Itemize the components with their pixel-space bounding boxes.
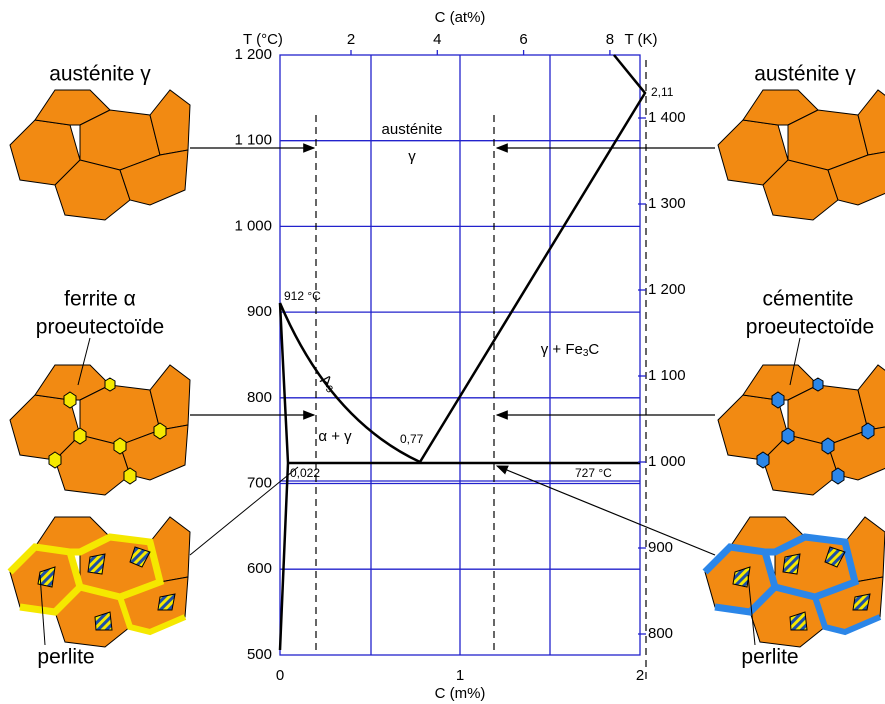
region-label: γ + Fe3C <box>541 341 600 359</box>
label: proeutectoïde <box>36 316 164 339</box>
acm-curve <box>420 55 645 462</box>
austenite-right <box>718 90 885 220</box>
y2-tick-label: 1 300 <box>648 195 686 212</box>
label: perlite <box>741 646 798 669</box>
x2-tick-label: 2 <box>347 31 355 48</box>
axis-title: C (m%) <box>435 685 486 702</box>
y2-tick-label: 900 <box>648 539 673 556</box>
region-label: austénite <box>382 121 443 138</box>
y-tick-label: 800 <box>247 389 272 406</box>
y2-tick-label: 1 400 <box>648 109 686 126</box>
x2-tick-label: 4 <box>433 31 441 48</box>
region-label: γ <box>408 148 416 165</box>
pointer <box>190 467 298 555</box>
x-tick-label: 0 <box>276 667 284 684</box>
annotation: 2,11 <box>651 85 674 99</box>
label: ferrite α <box>64 288 136 311</box>
perlite-right <box>705 517 885 647</box>
axis-title: C (at%) <box>435 9 486 26</box>
label: austénite γ <box>49 63 151 86</box>
x-tick-label: 1 <box>456 667 464 684</box>
cementite-structure <box>718 365 885 495</box>
perlite-left <box>10 517 190 647</box>
x2-tick-label: 8 <box>606 31 614 48</box>
y2-tick-label: 1 100 <box>648 367 686 384</box>
y2-tick-label: 800 <box>648 625 673 642</box>
y-tick-label: 1 000 <box>234 217 272 234</box>
region-label: C <box>588 341 599 358</box>
label: proeutectoïde <box>746 316 874 339</box>
region-label: γ + Fe <box>541 341 583 358</box>
annotation: 0,022 <box>290 466 320 480</box>
phase-diagram: austénite γ austénite γ ferrite α proeut… <box>0 0 885 704</box>
y-tick-label: 700 <box>247 474 272 491</box>
axis-title: T (K) <box>624 31 657 48</box>
y-tick-label: 1 200 <box>234 46 272 63</box>
y2-tick-label: 1 000 <box>648 453 686 470</box>
x2-tick-label: 6 <box>519 31 527 48</box>
annotation: 912 °C <box>284 289 321 303</box>
annotation: 727 °C <box>575 466 612 480</box>
y2-tick-label: 1 200 <box>648 281 686 298</box>
austenite-left <box>10 90 190 220</box>
y-tick-label: 500 <box>247 646 272 663</box>
label: cémentite <box>762 288 853 311</box>
y-tick-label: 600 <box>247 560 272 577</box>
region-label: α + γ <box>318 428 352 445</box>
ferrite-structure <box>10 365 190 495</box>
x-tick-label: 2 <box>636 667 644 684</box>
annotation: 0,77 <box>400 432 424 446</box>
label: perlite <box>37 646 94 669</box>
y-tick-label: 1 100 <box>234 132 272 149</box>
y-tick-label: 900 <box>247 303 272 320</box>
label: austénite γ <box>754 63 856 86</box>
